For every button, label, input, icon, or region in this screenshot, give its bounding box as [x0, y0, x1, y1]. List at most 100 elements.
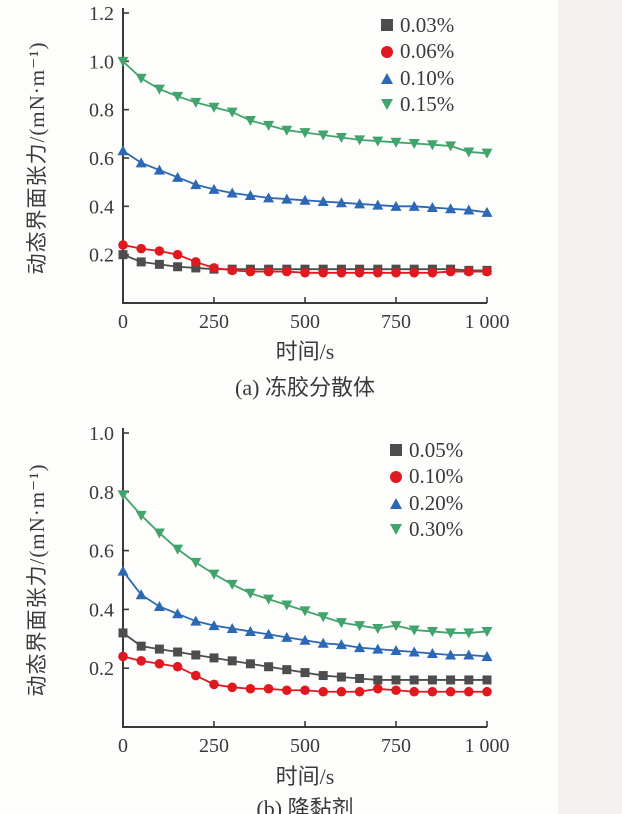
- circle-marker: [427, 267, 438, 278]
- triangle-up-marker: [208, 620, 220, 631]
- x-tick-label: 250: [199, 311, 229, 333]
- x-tick-label: 500: [290, 311, 320, 333]
- chart-b-x-axis-label: 时间/s: [275, 764, 335, 789]
- circle-marker: [336, 686, 347, 697]
- triangle-up-marker: [281, 193, 293, 204]
- circle-marker: [118, 240, 128, 250]
- triangle-down-marker: [117, 56, 129, 67]
- legend-item-0.03%: 0.03%: [381, 12, 454, 39]
- triangle-down-marker: [172, 544, 184, 555]
- square-marker-icon: [390, 444, 402, 457]
- triangle-up-marker: [172, 608, 184, 619]
- triangle-down-marker: [481, 148, 493, 159]
- circle-marker-icon: [390, 470, 402, 483]
- square-marker: [373, 675, 383, 685]
- circle-marker: [245, 266, 256, 277]
- triangle-up-marker: [263, 628, 275, 639]
- triangle-up-marker: [354, 198, 366, 209]
- page-margin-shade: [558, 0, 622, 814]
- square-marker: [173, 262, 183, 272]
- chart-a-plot: 0.2 0.4 0.6 0.8 1.0 1.2 0 250 500 750 1 000: [89, 3, 510, 333]
- circle-marker: [464, 266, 474, 277]
- circle-marker: [464, 686, 474, 697]
- chart-b-viscosity-reducer: 0.2 0.4 0.6 0.8 1.0 0 250 500 750 1 000 动态界面张力/(m…: [0, 415, 622, 814]
- y-tick-label: 0.2: [89, 658, 114, 680]
- y-tick-label: 1.0: [89, 423, 114, 445]
- x-tick-label: 0: [118, 735, 128, 757]
- triangle-up-marker: [317, 196, 329, 206]
- circle-marker: [354, 267, 365, 278]
- circle-marker: [318, 686, 329, 697]
- circle-marker: [300, 267, 310, 278]
- x-tick-label: 250: [199, 735, 229, 757]
- x-tick-label: 750: [381, 735, 411, 757]
- series-0.10%: [118, 651, 492, 697]
- y-tick-label: 0.8: [89, 482, 114, 504]
- legend-label: 0.30%: [409, 517, 464, 542]
- triangle-up-marker: [408, 200, 420, 211]
- square-marker: [136, 641, 146, 651]
- circle-marker: [209, 263, 219, 273]
- triangle-down-marker-icon: [390, 524, 402, 536]
- triangle-down-marker: [390, 137, 402, 148]
- triangle-up-marker: [263, 192, 275, 203]
- triangle-down-marker: [354, 621, 366, 632]
- circle-marker: [445, 266, 456, 277]
- circle-marker-icon: [381, 45, 393, 58]
- triangle-up-marker: [172, 171, 184, 182]
- triangle-up-marker: [226, 623, 238, 634]
- triangle-down-marker: [335, 132, 347, 143]
- circle-marker: [118, 651, 128, 662]
- circle-marker: [227, 682, 237, 693]
- triangle-up-marker: [445, 649, 457, 660]
- triangle-down-marker: [445, 141, 457, 152]
- triangle-down-marker: [372, 136, 384, 147]
- triangle-down-marker: [390, 621, 402, 632]
- chart-b-y-axis-label: 动态界面张力/(mN·m⁻¹): [25, 463, 49, 697]
- triangle-up-marker: [135, 157, 147, 168]
- axes: [122, 428, 487, 728]
- circle-marker: [336, 267, 347, 278]
- triangle-up-marker: [317, 637, 329, 648]
- triangle-down-marker: [463, 628, 475, 639]
- triangle-down-marker: [226, 579, 238, 590]
- triangle-down-marker: [317, 130, 329, 141]
- triangle-down-marker: [463, 147, 475, 158]
- circle-marker: [154, 246, 165, 256]
- legend-item-0.10%: 0.10%: [381, 65, 454, 92]
- triangle-down-marker: [426, 626, 438, 637]
- triangle-down-marker: [117, 490, 129, 501]
- triangle-down-marker: [208, 569, 220, 580]
- triangle-up-marker: [335, 639, 347, 650]
- triangle-down-marker: [190, 97, 202, 108]
- circle-marker: [154, 658, 165, 669]
- circle-marker: [136, 656, 146, 666]
- legend-item-0.10%: 0.10%: [390, 464, 463, 491]
- circle-marker: [191, 670, 201, 681]
- triangle-up-marker: [190, 179, 202, 190]
- square-marker: [191, 263, 201, 273]
- square-marker: [191, 650, 201, 660]
- square-marker: [300, 668, 310, 678]
- legend-item-0.30%: 0.30%: [390, 517, 463, 544]
- triangle-down-marker: [208, 102, 220, 113]
- square-marker-icon: [381, 19, 393, 32]
- series-0.30%: [117, 490, 493, 639]
- triangle-up-marker: [208, 183, 220, 194]
- circle-marker: [263, 683, 274, 694]
- legend-item-0.05%: 0.05%: [390, 437, 463, 464]
- circle-marker: [172, 661, 183, 672]
- triangle-down-marker: [263, 594, 275, 605]
- triangle-up-marker: [481, 206, 493, 217]
- y-tick-label: 0.6: [89, 148, 114, 170]
- square-marker: [264, 662, 274, 672]
- triangle-down-marker: [190, 557, 202, 568]
- triangle-down-marker: [263, 120, 275, 131]
- triangle-up-marker: [335, 197, 347, 208]
- series-0.06%: [118, 240, 492, 278]
- triangle-down-marker: [299, 606, 311, 617]
- triangle-down-marker: [408, 139, 420, 149]
- triangle-up-marker: [408, 646, 420, 657]
- x-tick-label: 500: [290, 735, 320, 757]
- chart-a-legend: 0.03% 0.06% 0.10% 0.15%: [381, 12, 454, 118]
